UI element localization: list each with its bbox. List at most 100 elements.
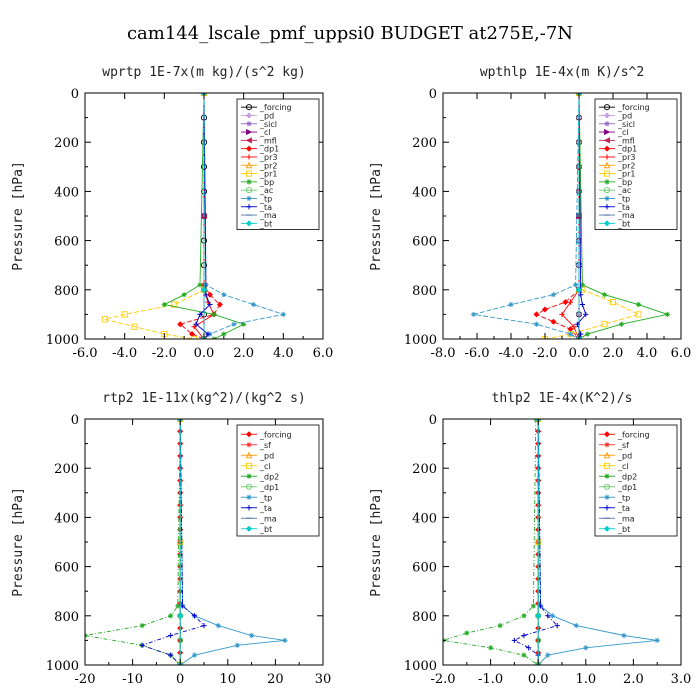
legend-swatch-marker (603, 462, 611, 469)
y-axis-label: Pressure [hPa] (369, 161, 384, 271)
series-point-ta (537, 603, 544, 609)
x-tick-label: 6.0 (671, 346, 692, 361)
y-tick-label: 400 (412, 185, 437, 200)
legend-swatch-marker (245, 161, 253, 169)
legend-entry: _bt (259, 525, 272, 534)
x-tick-label: 3.0 (671, 672, 692, 687)
series-point-ta (191, 613, 198, 619)
legend-swatch-marker (246, 195, 252, 202)
legend-entry: _pd (259, 451, 274, 460)
legend-swatch-marker (604, 473, 610, 479)
series-point-dp2 (521, 613, 527, 619)
series-point-dp1 (206, 291, 213, 298)
series-point-dp2 (521, 652, 527, 658)
series-point-dp1 (550, 318, 557, 325)
series-point-ta (579, 301, 585, 308)
y-tick-label: 0 (71, 413, 79, 428)
legend-swatch-marker (245, 525, 253, 532)
legend: _forcing _sf_pd _cl_dp2 _dp1_tp _ta_ma _bt (236, 424, 320, 537)
legend-swatch-marker (604, 154, 610, 160)
legend-swatch-marker (245, 104, 253, 111)
panel-1: wprtp 1E-7x(m kg)/(s^2 kg) Pressure [hPa]… (11, 65, 333, 361)
x-tick-label: 0.0 (569, 346, 590, 361)
series-point-tp (550, 292, 557, 298)
x-tick-label: 4.0 (637, 346, 658, 361)
y-tick-label: 400 (412, 511, 437, 526)
legend-swatch-marker (603, 483, 611, 490)
series-point-tp (234, 642, 240, 648)
series-group (471, 93, 670, 339)
x-tick-label: 1.0 (575, 672, 596, 687)
legend-swatch-marker (245, 170, 253, 177)
series-point-pr1 (121, 311, 128, 318)
x-tick-label: -8.0 (430, 346, 455, 361)
legend-entry: _cl (259, 128, 271, 137)
legend-swatch-marker (245, 220, 253, 227)
figure-title: cam144_lscale_pmf_uppsi0 BUDGET at275E,-… (127, 23, 573, 44)
series-point-tp (545, 652, 551, 658)
panel-title: wprtp 1E-7x(m kg)/(s^2 kg) (102, 65, 306, 80)
legend-entry: _cl (617, 128, 629, 137)
series-point-tp (573, 282, 579, 288)
series-point-bp (211, 311, 217, 317)
legend-entry: _forcing (617, 103, 650, 112)
legend-entry: _sicl (617, 120, 635, 129)
series-point-ta (205, 331, 211, 337)
legend-entry: _pr1 (617, 170, 635, 179)
series-point-ta (207, 301, 213, 308)
x-tick-label: -1.0 (478, 672, 503, 687)
series-point-ta (583, 311, 589, 317)
series-point-bp (221, 331, 227, 337)
x-tick-label: 10 (220, 672, 237, 687)
series-point-tp (250, 301, 257, 308)
legend-swatch-marker (604, 204, 610, 210)
series-point-bp (664, 311, 670, 317)
series-line-dp1 (179, 93, 221, 339)
x-tick-label: 2.0 (233, 346, 254, 361)
x-tick-label: 2.0 (603, 346, 624, 361)
series-point-dp2 (168, 613, 174, 619)
series-point-bt (535, 612, 542, 619)
series-point-dp1 (562, 299, 569, 306)
legend-entry: _dp1 (259, 483, 279, 492)
series-point-bp (197, 282, 203, 288)
y-tick-label: 600 (412, 235, 437, 250)
legend-entry: _ma (617, 211, 635, 220)
legend-entry: _forcing (617, 430, 650, 439)
series-point-tp (249, 632, 255, 639)
legend-swatch-marker (246, 442, 252, 448)
legend-swatch-marker (245, 112, 253, 119)
series-point-dp1 (567, 326, 574, 333)
legend-entry: _cl (617, 462, 629, 471)
series-point-bp (241, 321, 247, 327)
legend-entry: _pd (259, 111, 274, 120)
legend-swatch-marker (246, 179, 252, 185)
series-point-dp1 (177, 321, 184, 328)
legend-entry: _forcing (259, 103, 292, 112)
series-point-pr1 (609, 299, 617, 306)
legend-swatch-marker (245, 145, 253, 152)
series-point-pr1 (171, 301, 178, 308)
legend-entry: _sf (259, 441, 271, 450)
series-point-bp (579, 282, 585, 288)
y-tick-label: 1000 (46, 333, 79, 348)
legend-entry: _dp1 (259, 145, 279, 154)
legend-swatch-marker (604, 128, 611, 136)
x-tick-label: -4.0 (498, 346, 523, 361)
x-tick-label: -2.0 (532, 346, 557, 361)
x-tick-label: 30 (315, 672, 332, 687)
legend-swatch-marker (604, 195, 610, 202)
series-point-pr3 (567, 299, 574, 305)
series-line-pr1 (104, 93, 205, 339)
legend-entry: _pd (617, 111, 632, 120)
series-point-ta (193, 321, 199, 327)
legend-entry: _sf (617, 441, 629, 450)
legend-swatch-marker (603, 431, 611, 438)
series-point-dp2 (175, 603, 181, 609)
series-line-tp (203, 93, 286, 339)
series-point-tp (191, 652, 198, 658)
x-tick-label: -6.0 (464, 346, 489, 361)
legend-entry: _ma (259, 211, 277, 220)
legend-entry: _dp1 (617, 145, 637, 154)
